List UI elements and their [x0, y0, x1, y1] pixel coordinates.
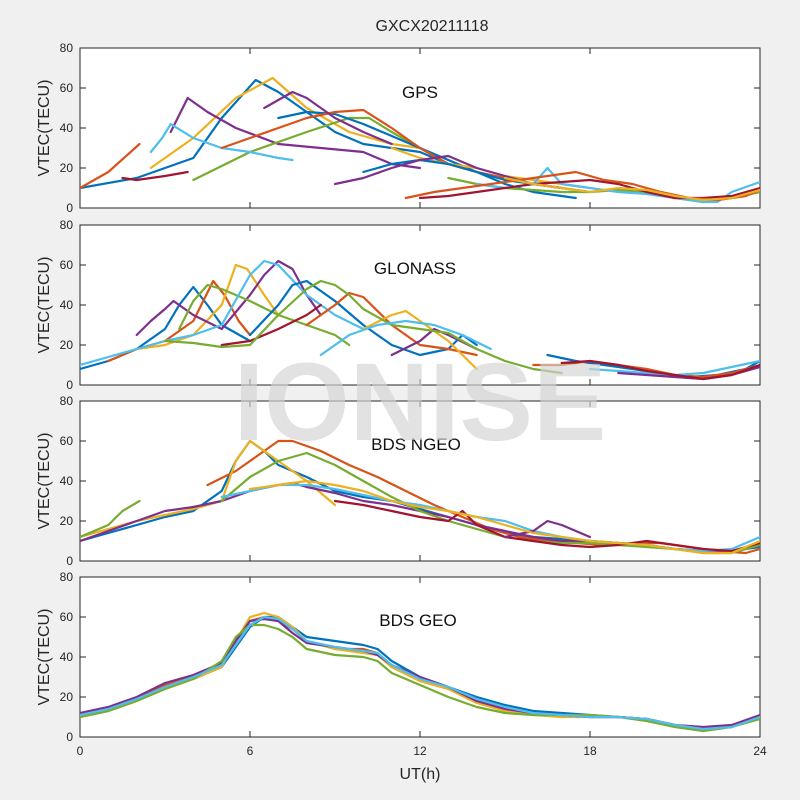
figure-title: GXCX20211118	[376, 18, 489, 35]
series-group	[80, 76, 760, 204]
series-group	[80, 611, 760, 733]
series-group	[80, 259, 760, 381]
y-tick-label: 60	[60, 258, 74, 272]
series-line-11	[390, 327, 478, 357]
y-tick-label: 20	[60, 161, 74, 175]
plot-area	[79, 224, 761, 386]
plot-area	[79, 47, 761, 209]
series-line-18	[560, 359, 760, 381]
x-tick-label: 18	[583, 744, 597, 758]
series-line-6	[80, 259, 365, 367]
series-line-12	[163, 279, 563, 375]
panel-1: 0 20 40 60 80 VTEC(TECU) GPS	[36, 41, 761, 215]
panel-label: BDS NGEO	[371, 435, 461, 454]
y-tick-label: 60	[60, 81, 74, 95]
y-tick-label: 80	[60, 394, 74, 408]
y-tick-label: 60	[60, 610, 74, 624]
series-line-6	[149, 122, 294, 162]
y-tick-label: 20	[60, 690, 74, 704]
y-tick-label: 0	[66, 730, 73, 744]
series-line-3	[135, 263, 280, 351]
y-tick-label: 0	[66, 378, 73, 392]
y-tick-label: 60	[60, 434, 74, 448]
x-tick-label: 6	[247, 744, 254, 758]
series-line-7	[121, 170, 189, 182]
series-line-5	[80, 499, 141, 539]
series-line-10	[248, 479, 760, 555]
x-tick-label: 0	[77, 744, 84, 758]
series-line-9	[305, 291, 478, 357]
y-axis-label: VTEC(TECU)	[36, 609, 53, 706]
y-tick-label: 80	[60, 570, 74, 584]
series-line-13	[319, 319, 492, 357]
y-tick-label: 0	[66, 554, 73, 568]
y-tick-label: 20	[60, 514, 74, 528]
y-tick-label: 40	[60, 474, 74, 488]
series-line-2	[80, 142, 141, 190]
series-line-15	[532, 359, 760, 379]
y-tick-label: 40	[60, 298, 74, 312]
y-axis-label: VTEC(TECU)	[36, 433, 53, 530]
series-line-6	[80, 615, 760, 731]
series-line-5	[178, 283, 351, 347]
series-line-18	[503, 176, 760, 202]
series-line-10	[362, 309, 478, 371]
y-axis-label: VTEC(TECU)	[36, 257, 53, 354]
series-line-11	[263, 90, 393, 146]
series-group	[80, 439, 760, 555]
x-axis-label: UT(h)	[400, 766, 441, 783]
plot-area	[79, 576, 761, 738]
y-tick-label: 80	[60, 218, 74, 232]
panel-2: 0 20 40 60 80 VTEC(TECU) GLONASS	[36, 218, 761, 392]
series-line-4	[135, 259, 322, 337]
watermark: IONISE	[234, 341, 607, 464]
series-line-7	[220, 303, 322, 347]
x-tick-label: 24	[753, 744, 767, 758]
panel-label: BDS GEO	[379, 611, 456, 630]
panel-3: 0 20 40 60 80 VTEC(TECU) BDS NGEO	[36, 394, 761, 568]
panel-label: GLONASS	[374, 259, 456, 278]
y-axis-label: VTEC(TECU)	[36, 80, 53, 177]
y-tick-label: 0	[66, 201, 73, 215]
y-tick-label: 40	[60, 650, 74, 664]
series-line-4	[169, 96, 422, 170]
panel-4: 0 20 40 60 80 0 6 12 18 24 VTEC(TECU) BDS GEO	[36, 570, 767, 758]
x-tick-label: 12	[413, 744, 427, 758]
panel-label: GPS	[402, 83, 438, 102]
plot-area	[79, 400, 761, 562]
y-tick-label: 40	[60, 121, 74, 135]
y-tick-label: 20	[60, 338, 74, 352]
y-tick-label: 80	[60, 41, 74, 55]
series-line-8	[333, 499, 760, 553]
